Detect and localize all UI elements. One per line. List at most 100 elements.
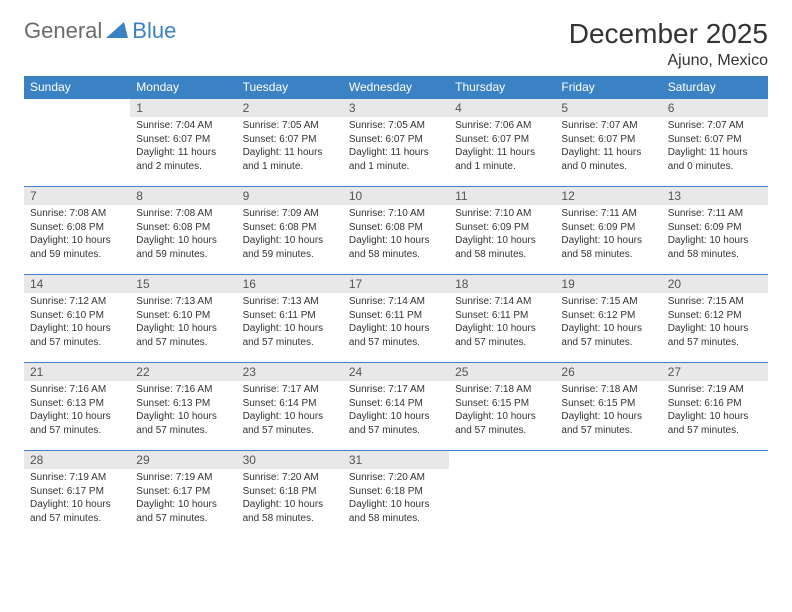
day-line: Sunset: 6:11 PM [455, 309, 549, 323]
day-details: Sunrise: 7:13 AMSunset: 6:11 PMDaylight:… [237, 293, 343, 353]
day-details: Sunrise: 7:20 AMSunset: 6:18 PMDaylight:… [343, 469, 449, 529]
day-line: Sunrise: 7:15 AM [561, 295, 655, 309]
calendar-day-cell: 18Sunrise: 7:14 AMSunset: 6:11 PMDayligh… [449, 275, 555, 363]
day-line: Sunrise: 7:19 AM [668, 383, 762, 397]
day-line: Sunset: 6:12 PM [668, 309, 762, 323]
weekday-header: Wednesday [343, 76, 449, 99]
page-title: December 2025 [569, 18, 768, 50]
day-line: Daylight: 10 hours [455, 234, 549, 248]
day-line: Daylight: 11 hours [349, 146, 443, 160]
day-line: Sunrise: 7:18 AM [455, 383, 549, 397]
day-line: and 57 minutes. [561, 424, 655, 438]
day-line: Daylight: 10 hours [136, 234, 230, 248]
day-line: and 57 minutes. [455, 336, 549, 350]
day-line: Sunrise: 7:11 AM [561, 207, 655, 221]
calendar-week-row: 28Sunrise: 7:19 AMSunset: 6:17 PMDayligh… [24, 451, 768, 539]
calendar-day-cell: 15Sunrise: 7:13 AMSunset: 6:10 PMDayligh… [130, 275, 236, 363]
day-line: Sunset: 6:11 PM [243, 309, 337, 323]
day-details: Sunrise: 7:18 AMSunset: 6:15 PMDaylight:… [449, 381, 555, 441]
day-line: Sunrise: 7:11 AM [668, 207, 762, 221]
day-number: 30 [237, 451, 343, 469]
day-line: Daylight: 10 hours [349, 234, 443, 248]
day-line: and 59 minutes. [30, 248, 124, 262]
day-number: 28 [24, 451, 130, 469]
day-line: Sunrise: 7:16 AM [136, 383, 230, 397]
day-line: and 59 minutes. [136, 248, 230, 262]
calendar-day-cell: 2Sunrise: 7:05 AMSunset: 6:07 PMDaylight… [237, 99, 343, 187]
day-details: Sunrise: 7:18 AMSunset: 6:15 PMDaylight:… [555, 381, 661, 441]
day-line: Sunset: 6:13 PM [30, 397, 124, 411]
day-line: Sunset: 6:09 PM [668, 221, 762, 235]
day-line: Daylight: 10 hours [561, 234, 655, 248]
logo: General Blue [24, 18, 176, 44]
logo-text-general: General [24, 18, 102, 44]
day-line: Daylight: 10 hours [30, 410, 124, 424]
day-number: 8 [130, 187, 236, 205]
day-number: 29 [130, 451, 236, 469]
day-line: and 57 minutes. [30, 336, 124, 350]
calendar-day-cell: 27Sunrise: 7:19 AMSunset: 6:16 PMDayligh… [662, 363, 768, 451]
day-line: Daylight: 10 hours [349, 322, 443, 336]
day-line: Sunrise: 7:10 AM [455, 207, 549, 221]
calendar-week-row: 14Sunrise: 7:12 AMSunset: 6:10 PMDayligh… [24, 275, 768, 363]
day-line: Sunset: 6:07 PM [561, 133, 655, 147]
day-line: and 1 minute. [455, 160, 549, 174]
day-line: Sunset: 6:09 PM [455, 221, 549, 235]
weekday-header-row: Sunday Monday Tuesday Wednesday Thursday… [24, 76, 768, 99]
calendar-day-cell: 9Sunrise: 7:09 AMSunset: 6:08 PMDaylight… [237, 187, 343, 275]
calendar-day-cell: 3Sunrise: 7:05 AMSunset: 6:07 PMDaylight… [343, 99, 449, 187]
day-number: 3 [343, 99, 449, 117]
calendar-day-cell: 5Sunrise: 7:07 AMSunset: 6:07 PMDaylight… [555, 99, 661, 187]
day-line: Sunrise: 7:16 AM [30, 383, 124, 397]
calendar-day-cell: 22Sunrise: 7:16 AMSunset: 6:13 PMDayligh… [130, 363, 236, 451]
day-line: Daylight: 10 hours [243, 322, 337, 336]
day-details: Sunrise: 7:11 AMSunset: 6:09 PMDaylight:… [555, 205, 661, 265]
day-number: 5 [555, 99, 661, 117]
day-line: Sunset: 6:16 PM [668, 397, 762, 411]
calendar-day-cell: 20Sunrise: 7:15 AMSunset: 6:12 PMDayligh… [662, 275, 768, 363]
calendar-day-cell: 30Sunrise: 7:20 AMSunset: 6:18 PMDayligh… [237, 451, 343, 539]
calendar-day-cell [662, 451, 768, 539]
day-line: Daylight: 10 hours [455, 410, 549, 424]
day-line: Sunset: 6:07 PM [243, 133, 337, 147]
day-line: Sunrise: 7:12 AM [30, 295, 124, 309]
day-line: and 57 minutes. [30, 512, 124, 526]
day-line: and 1 minute. [349, 160, 443, 174]
day-details: Sunrise: 7:16 AMSunset: 6:13 PMDaylight:… [24, 381, 130, 441]
day-number: 11 [449, 187, 555, 205]
day-details: Sunrise: 7:20 AMSunset: 6:18 PMDaylight:… [237, 469, 343, 529]
day-details: Sunrise: 7:15 AMSunset: 6:12 PMDaylight:… [555, 293, 661, 353]
day-line: Sunrise: 7:10 AM [349, 207, 443, 221]
day-line: Sunrise: 7:04 AM [136, 119, 230, 133]
day-line: Sunset: 6:18 PM [243, 485, 337, 499]
logo-triangle-icon [106, 20, 128, 43]
day-line: Daylight: 11 hours [561, 146, 655, 160]
day-number: 1 [130, 99, 236, 117]
day-details: Sunrise: 7:19 AMSunset: 6:16 PMDaylight:… [662, 381, 768, 441]
day-number: 25 [449, 363, 555, 381]
day-line: Daylight: 11 hours [668, 146, 762, 160]
weekday-header: Sunday [24, 76, 130, 99]
day-line: and 2 minutes. [136, 160, 230, 174]
day-line: and 57 minutes. [136, 336, 230, 350]
day-line: Sunset: 6:17 PM [136, 485, 230, 499]
calendar-day-cell: 19Sunrise: 7:15 AMSunset: 6:12 PMDayligh… [555, 275, 661, 363]
day-line: Daylight: 10 hours [243, 410, 337, 424]
day-details: Sunrise: 7:08 AMSunset: 6:08 PMDaylight:… [130, 205, 236, 265]
calendar-day-cell: 6Sunrise: 7:07 AMSunset: 6:07 PMDaylight… [662, 99, 768, 187]
day-line: Sunset: 6:07 PM [136, 133, 230, 147]
calendar-week-row: 21Sunrise: 7:16 AMSunset: 6:13 PMDayligh… [24, 363, 768, 451]
calendar-day-cell [24, 99, 130, 187]
day-number: 9 [237, 187, 343, 205]
day-line: Daylight: 10 hours [30, 498, 124, 512]
weekday-header: Tuesday [237, 76, 343, 99]
calendar-day-cell: 31Sunrise: 7:20 AMSunset: 6:18 PMDayligh… [343, 451, 449, 539]
day-line: Sunset: 6:15 PM [455, 397, 549, 411]
day-details: Sunrise: 7:05 AMSunset: 6:07 PMDaylight:… [237, 117, 343, 177]
day-line: Sunrise: 7:17 AM [349, 383, 443, 397]
day-line: Sunset: 6:17 PM [30, 485, 124, 499]
calendar-day-cell: 29Sunrise: 7:19 AMSunset: 6:17 PMDayligh… [130, 451, 236, 539]
day-details: Sunrise: 7:06 AMSunset: 6:07 PMDaylight:… [449, 117, 555, 177]
day-line: and 57 minutes. [136, 424, 230, 438]
day-details: Sunrise: 7:09 AMSunset: 6:08 PMDaylight:… [237, 205, 343, 265]
